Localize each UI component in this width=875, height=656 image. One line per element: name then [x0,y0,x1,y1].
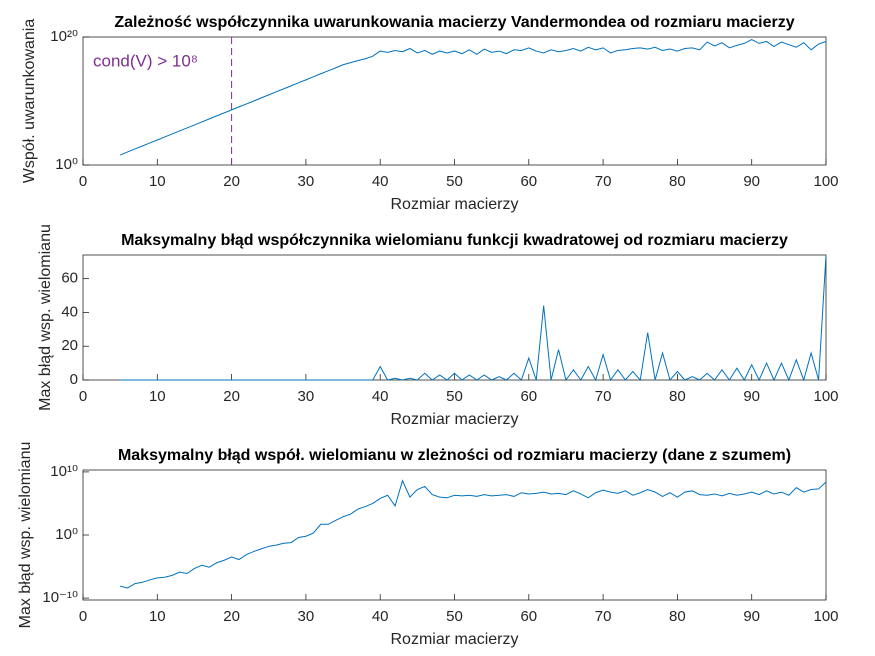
chart-title: Maksymalny błąd współczynnika wielomianu… [121,232,788,249]
annotation: cond(V) > 10⁸ [93,51,198,70]
x-tick-label: 90 [743,608,760,625]
x-tick-label: 30 [298,388,315,405]
x-tick-label: 90 [743,173,760,190]
x-tick-label: 40 [372,173,389,190]
axes-box [82,254,827,381]
y-axis-label: Max błąd wsp. wielomianu [17,442,34,629]
y-tick-label: 10⁻¹⁰ [42,589,78,606]
x-axis-label: Rozmiar macierzy [390,196,518,213]
subplot: Maksymalny błąd współ. wielomianu w zleż… [17,442,838,649]
x-tick-label: 30 [298,173,315,190]
x-tick-label: 60 [520,173,537,190]
chart-title: Maksymalny błąd współ. wielomianu w zleż… [118,447,791,464]
y-axis-label: Współ. uwarunkowania [21,19,38,184]
x-tick-label: 100 [813,173,838,190]
data-line [120,479,827,589]
data-line [120,254,827,382]
axes-box [82,469,827,601]
x-tick-label: 20 [223,388,240,405]
x-tick-label: 20 [223,173,240,190]
y-axis-label: Max błąd wsp. wielomianu [37,224,54,411]
x-axis-label: Rozmiar macierzy [390,631,518,648]
axes-box [82,36,827,166]
x-tick-label: 40 [372,388,389,405]
x-tick-label: 0 [79,173,87,190]
x-tick-label: 10 [149,173,166,190]
x-tick-label: 50 [446,388,463,405]
y-tick-label: 10¹⁰ [50,463,78,480]
x-tick-label: 50 [446,173,463,190]
x-tick-label: 70 [595,388,612,405]
x-tick-label: 0 [79,388,87,405]
x-tick-label: 10 [149,608,166,625]
y-tick-label: 20 [61,337,78,354]
x-tick-label: 80 [669,388,686,405]
x-tick-label: 100 [813,608,838,625]
y-tick-label: 40 [61,303,78,320]
subplot: Zależność współczynnika uwarunkowania ma… [21,14,838,213]
x-tick-label: 90 [743,388,760,405]
y-tick-label: 10²⁰ [50,28,78,45]
x-tick-label: 40 [372,608,389,625]
x-axis-label: Rozmiar macierzy [390,411,518,428]
x-tick-label: 100 [813,388,838,405]
y-tick-label: 0 [70,371,78,388]
data-line [119,38,827,156]
x-tick-label: 30 [298,608,315,625]
x-tick-label: 60 [520,608,537,625]
x-tick-label: 10 [149,388,166,405]
y-tick-label: 10⁰ [55,526,78,543]
x-tick-label: 0 [79,608,87,625]
subplot: Maksymalny błąd współczynnika wielomianu… [37,224,838,428]
x-tick-label: 70 [595,608,612,625]
x-tick-label: 60 [520,388,537,405]
x-tick-label: 20 [223,608,240,625]
x-tick-label: 80 [669,173,686,190]
y-tick-label: 10⁰ [55,156,78,173]
x-tick-label: 80 [669,608,686,625]
x-tick-label: 50 [446,608,463,625]
chart-title: Zależność współczynnika uwarunkowania ma… [114,14,794,31]
x-tick-label: 70 [595,173,612,190]
y-tick-label: 60 [61,270,78,287]
